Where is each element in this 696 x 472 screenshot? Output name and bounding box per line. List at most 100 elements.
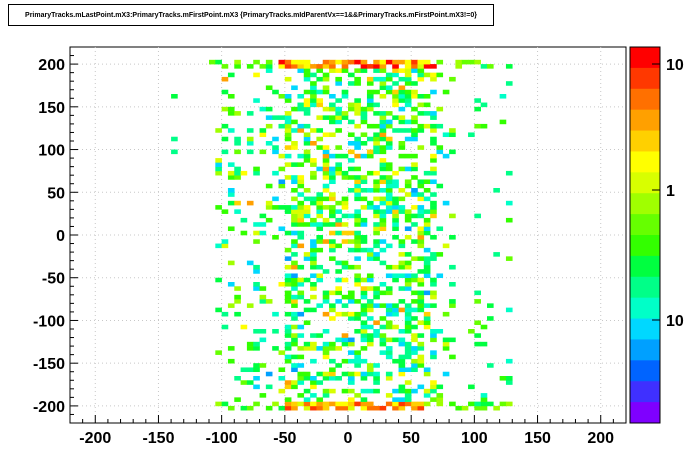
heatmap-cell: [379, 260, 387, 266]
heatmap-cell: [297, 346, 305, 351]
heatmap-cell: [366, 200, 374, 206]
heatmap-cell: [284, 401, 292, 407]
palette-swatch: [630, 214, 660, 236]
heatmap-cell: [272, 115, 279, 120]
heatmap-cell: [348, 264, 355, 270]
heatmap-cell: [379, 337, 387, 343]
heatmap-cell: [379, 290, 387, 296]
heatmap-cell: [316, 222, 324, 227]
heatmap-cell: [215, 59, 222, 65]
heatmap-cell: [221, 89, 229, 95]
heatmap-cell: [215, 307, 222, 313]
heatmap-cell: [404, 311, 412, 317]
heatmap-cell: [291, 260, 298, 266]
heatmap-cell: [379, 226, 387, 232]
heatmap-cell: [385, 376, 393, 381]
heatmap-cell: [234, 294, 241, 300]
heatmap-cell: [385, 393, 393, 398]
heatmap-cell: [221, 209, 229, 214]
heatmap-cell: [221, 239, 229, 244]
heatmap-cell: [398, 260, 406, 266]
heatmap-cell: [316, 277, 324, 283]
heatmap-cell: [411, 358, 418, 364]
heatmap-cell: [291, 273, 298, 279]
heatmap-cell: [392, 179, 399, 185]
heatmap-cell: [487, 363, 494, 368]
heatmap-cell: [272, 136, 279, 142]
heatmap-cell: [449, 401, 456, 407]
heatmap-cell: [259, 299, 267, 304]
heatmap-cell: [284, 380, 292, 385]
heatmap-cell: [348, 299, 355, 304]
heatmap-cell: [430, 213, 437, 219]
heatmap-cell: [398, 85, 406, 91]
heatmap-cell: [278, 64, 286, 69]
heatmap-cell: [360, 371, 368, 377]
heatmap-cell: [284, 153, 292, 159]
palette-swatch: [630, 360, 660, 382]
heatmap-cell: [329, 175, 336, 180]
heatmap-cell: [310, 384, 317, 390]
heatmap-cell: [348, 175, 355, 180]
heatmap-cell: [379, 188, 387, 193]
heatmap-cell: [366, 247, 374, 253]
heatmap-cell: [354, 371, 361, 377]
heatmap-cell: [348, 102, 355, 108]
heatmap-cell: [335, 290, 342, 296]
heatmap-cell: [335, 311, 342, 317]
heatmap-cell: [373, 111, 380, 116]
heatmap-cell: [373, 230, 380, 236]
heatmap-cell: [303, 213, 311, 219]
heatmap-cell: [259, 132, 267, 138]
palette-swatch: [630, 339, 660, 361]
heatmap-cell: [487, 401, 494, 407]
heatmap-cell: [348, 149, 355, 155]
heatmap-cell: [392, 397, 399, 402]
heatmap-cell: [322, 217, 330, 223]
heatmap-cell: [373, 205, 380, 210]
heatmap-cell: [398, 329, 406, 334]
heatmap-cell: [227, 346, 235, 351]
heatmap-cell: [423, 230, 431, 236]
heatmap-cell: [253, 282, 260, 287]
heatmap-cell: [341, 260, 349, 266]
heatmap-cell: [284, 132, 292, 138]
heatmap-cell: [329, 205, 336, 210]
heatmap-cell: [442, 311, 450, 317]
heatmap-cell: [423, 273, 431, 279]
heatmap-cell: [284, 115, 292, 120]
heatmap-cell: [404, 350, 412, 355]
heatmap-cell: [265, 106, 273, 112]
heatmap-cell: [366, 94, 374, 99]
heatmap-cell: [449, 282, 456, 287]
heatmap-cell: [354, 299, 361, 304]
heatmap-cell: [291, 205, 298, 210]
heatmap-cell: [341, 153, 349, 159]
heatmap-cell: [329, 102, 336, 108]
heatmap-cell: [379, 76, 387, 82]
heatmap-cell: [310, 273, 317, 279]
heatmap-cell: [411, 350, 418, 355]
heatmap-cell: [411, 333, 418, 338]
heatmap-cell: [284, 119, 292, 125]
heatmap-cell: [297, 213, 305, 219]
heatmap-cell: [373, 132, 380, 138]
heatmap-cell: [474, 320, 481, 326]
heatmap-cell: [385, 166, 393, 172]
heatmap-cell: [392, 213, 399, 219]
heatmap-cell: [354, 145, 361, 150]
heatmap-cell: [329, 119, 336, 125]
heatmap-cell: [411, 188, 418, 193]
heatmap-cell: [227, 405, 235, 411]
heatmap-cell: [348, 106, 355, 112]
heatmap-cell: [423, 196, 431, 202]
heatmap-cell: [348, 316, 355, 321]
heatmap-cell: [310, 294, 317, 300]
heatmap-cell: [310, 89, 317, 95]
heatmap-cell: [303, 106, 311, 112]
heatmap-cell: [335, 337, 342, 343]
heatmap-cell: [297, 153, 305, 159]
heatmap-cell: [310, 405, 317, 411]
x-tick-label: -100: [206, 430, 238, 447]
heatmap-cell: [366, 170, 374, 176]
